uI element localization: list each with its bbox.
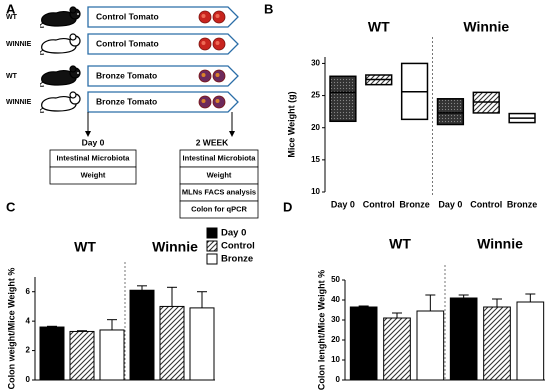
bar — [383, 317, 411, 381]
timepoint-label: 2 WEEK — [196, 137, 229, 147]
y-tick-label: 40 — [331, 295, 340, 304]
y-tick-label: 6 — [26, 287, 31, 296]
panel-label: B — [264, 1, 273, 16]
group-label: Winnie — [152, 239, 198, 255]
x-tick-label: Day 0 — [331, 199, 355, 209]
panel-label: C — [6, 199, 16, 214]
tomato-shine — [201, 41, 206, 45]
y-tick-label: 4 — [26, 316, 31, 325]
range-box — [436, 98, 465, 126]
mouse-icon — [40, 6, 81, 28]
bar — [39, 326, 65, 381]
mouse-label: WINNIE — [6, 41, 32, 48]
legend-label: Bronze — [221, 254, 253, 265]
timepoint-label: Day 0 — [82, 137, 105, 147]
x-tick-label: Control — [470, 199, 502, 209]
table-item: Weight — [207, 170, 232, 179]
y-tick-label: 10 — [311, 187, 320, 196]
group-label: Winnie — [477, 236, 523, 252]
tomato-shine — [201, 73, 206, 77]
x-tick-label: Control — [363, 199, 395, 209]
panel-label: D — [283, 199, 292, 214]
mouse-label: WT — [6, 73, 18, 80]
y-tick-label: 50 — [331, 275, 340, 284]
bar — [159, 305, 185, 381]
bar — [99, 329, 125, 381]
treatment-banner — [87, 33, 239, 55]
arrow-head — [85, 131, 91, 137]
bar — [129, 289, 155, 381]
table-item: Intestinal Microbiota — [57, 153, 131, 162]
y-axis-label: Colon lenght/Mice Weight % — [316, 270, 326, 390]
y-tick-label: 0 — [26, 375, 31, 384]
tomato-shine — [215, 41, 220, 45]
y-tick-label: 2 — [26, 346, 31, 355]
legend-label: Control — [221, 241, 255, 252]
y-axis-label: Mice Weight (g) — [286, 91, 296, 157]
treatment-label: Bronze Tomato — [96, 70, 157, 80]
table-item: Intestinal Microbiota — [183, 153, 257, 162]
treatment-label: Control Tomato — [96, 38, 159, 48]
legend-swatch — [206, 227, 218, 239]
legend-swatch — [206, 240, 218, 252]
y-tick-label: 30 — [331, 315, 340, 324]
tomato-shine — [215, 99, 220, 103]
table-item: Colon for qPCR — [191, 204, 247, 213]
group-label: Winnie — [463, 19, 509, 35]
bar — [416, 310, 445, 381]
y-tick-label: 15 — [311, 155, 320, 164]
study-design: WT Control Tomato WINNIE Control Tomato WT Br… — [6, 6, 259, 219]
treatment-banner — [87, 65, 239, 87]
y-tick-label: 20 — [311, 123, 320, 132]
bar — [516, 301, 545, 381]
legend-swatch — [206, 253, 218, 265]
tomato-shine — [201, 99, 206, 103]
y-tick-label: 0 — [336, 375, 341, 384]
mouse-icon — [40, 91, 81, 113]
mouse-icon — [40, 65, 81, 87]
group-label: WT — [74, 239, 96, 255]
group-label: WT — [389, 236, 411, 252]
tomato-shine — [215, 14, 220, 18]
y-tick-label: 20 — [331, 335, 340, 344]
legend-label: Day 0 — [221, 228, 246, 239]
group-label: WT — [368, 19, 390, 35]
mouse-icon — [40, 33, 81, 55]
arrow-head — [229, 131, 235, 137]
bar — [449, 297, 478, 381]
treatment-label: Bronze Tomato — [96, 96, 157, 106]
range-box — [329, 75, 357, 123]
y-tick-label: 25 — [311, 91, 320, 100]
y-axis-label: Colon weight/Mice Weight % — [6, 268, 16, 390]
table-item: Weight — [81, 170, 106, 179]
x-tick-label: Bronze — [507, 199, 538, 209]
x-tick-label: Bronze — [399, 199, 430, 209]
table-cell — [179, 200, 259, 219]
bar — [483, 306, 511, 381]
mouse-label: WINNIE — [6, 99, 32, 106]
table-item: MLNs FACS analysis — [182, 187, 256, 196]
treatment-label: Control Tomato — [96, 11, 159, 21]
bar — [189, 307, 215, 381]
x-tick-label: Day 0 — [438, 199, 462, 209]
panel-label: A — [6, 1, 16, 16]
bar — [349, 306, 378, 381]
treatment-banner — [87, 91, 239, 113]
mouse-label: WT — [6, 14, 18, 21]
tomato-shine — [201, 14, 206, 18]
y-tick-label: 10 — [331, 355, 340, 364]
tomato-shine — [215, 73, 220, 77]
bar — [69, 330, 95, 381]
table-cell — [49, 166, 137, 185]
treatment-banner — [87, 6, 239, 28]
y-tick-label: 30 — [311, 59, 320, 68]
